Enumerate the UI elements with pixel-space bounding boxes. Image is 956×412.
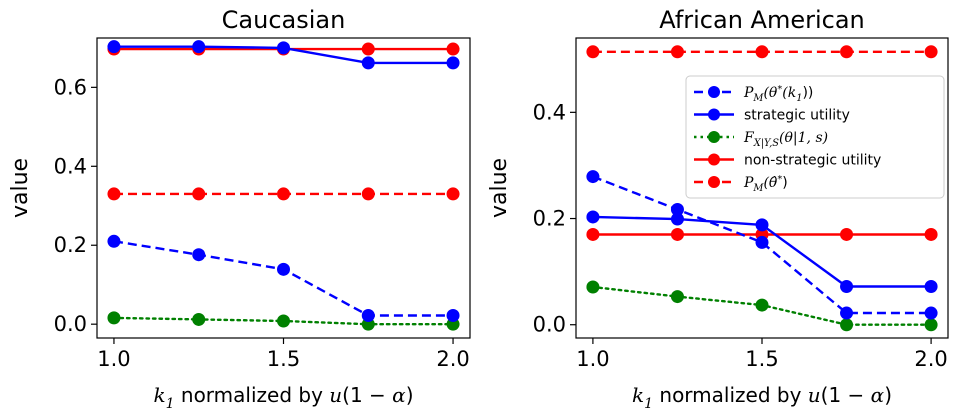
- y-tick-label: 0.4: [54, 154, 87, 178]
- x-axis-label: k1​ normalized by u(1 − α): [632, 383, 892, 412]
- data-point-pm_theta_k1: [277, 262, 290, 276]
- data-point-non_strategic_utility: [670, 227, 684, 241]
- data-point-f_cdf: [670, 290, 684, 304]
- legend-label-non_strategic_utility: non-strategic utility: [744, 153, 881, 169]
- chart-panel-0: Caucasian 1.0 1.5 2.0 0.0 0.2 0.4 0.6 value k1​ n…: [8, 6, 471, 412]
- data-point-pm_theta_k1: [446, 309, 460, 322]
- legend-label-pm_theta_hat: PM​(θ̂*): [743, 174, 788, 194]
- data-point-f_cdf: [192, 312, 206, 326]
- data-point-strategic_utility: [446, 56, 460, 70]
- data-point-non_strategic_utility: [924, 227, 938, 241]
- data-point-pm_theta_hat: [755, 45, 769, 59]
- data-point-strategic_utility: [586, 210, 600, 224]
- data-point-pm_theta_hat: [107, 187, 121, 201]
- data-point-pm_theta_hat: [277, 187, 290, 201]
- chart-panel-1: African American 1.0 1.5 2.0 0.0 0.2 0.4 value k…: [487, 6, 949, 412]
- y-tick-label: 0.0: [54, 312, 87, 336]
- data-point-pm_theta_hat: [192, 187, 206, 201]
- data-point-strategic_utility: [361, 56, 375, 70]
- data-point-pm_theta_k1: [670, 203, 684, 217]
- y-tick-label: 0.0: [533, 313, 566, 337]
- data-point-f_cdf: [755, 298, 769, 312]
- y-tick-label: 0.2: [54, 233, 87, 257]
- data-point-pm_theta_k1: [755, 235, 769, 249]
- y-tick-label: 0.2: [533, 207, 566, 231]
- data-point-strategic_utility: [840, 279, 854, 293]
- data-point-pm_theta_hat: [446, 187, 460, 201]
- legend: PM​(θ*(k1​)) strategic utility FX|Y,S​(θ|1…: [685, 75, 945, 199]
- legend-label-strategic_utility: strategic utility: [744, 108, 850, 124]
- data-point-strategic_utility: [192, 40, 206, 54]
- x-tick-label: 1.0: [97, 347, 130, 371]
- data-point-non_strategic_utility: [361, 42, 375, 56]
- y-tick-label: 0.4: [533, 100, 566, 124]
- plot-frame: [575, 37, 949, 339]
- x-tick-label: 1.0: [576, 347, 609, 371]
- data-point-pm_theta_k1: [924, 306, 938, 320]
- legend-swatch-marker: [708, 131, 720, 143]
- data-point-pm_theta_hat: [840, 45, 854, 59]
- data-point-pm_theta_k1: [840, 306, 854, 320]
- data-point-pm_theta_k1: [107, 234, 121, 248]
- data-point-f_cdf: [586, 280, 600, 294]
- data-point-f_cdf: [277, 314, 290, 328]
- data-point-pm_theta_k1: [361, 309, 375, 322]
- data-point-pm_theta_hat: [670, 45, 684, 59]
- series-line-pm_theta_k1: [113, 240, 453, 317]
- data-point-f_cdf: [840, 318, 854, 332]
- data-point-strategic_utility: [277, 41, 290, 55]
- data-point-non_strategic_utility: [446, 42, 460, 56]
- data-point-non_strategic_utility: [586, 227, 600, 241]
- data-point-pm_theta_hat: [924, 45, 938, 59]
- y-axis-label: value: [487, 158, 512, 218]
- data-point-f_cdf: [107, 311, 121, 325]
- x-tick-label: 1.5: [267, 347, 300, 371]
- legend-label-f_cdf: FX|Y,S​(θ|1, s): [743, 130, 828, 149]
- chart-title: Caucasian: [222, 6, 346, 34]
- legend-swatch-marker: [708, 176, 720, 188]
- data-point-pm_theta_k1: [586, 170, 600, 184]
- data-point-strategic_utility: [755, 218, 769, 232]
- chart-title: African American: [659, 6, 865, 34]
- y-axis-label: value: [8, 158, 33, 218]
- data-point-strategic_utility: [924, 279, 938, 293]
- data-point-f_cdf: [924, 318, 938, 332]
- x-axis-label: k1​ normalized by u(1 − α): [153, 383, 413, 412]
- legend-label-pm_theta_k1: PM​(θ*(k1​)): [743, 84, 813, 104]
- x-tick-label: 2.0: [914, 347, 947, 371]
- legend-swatch-marker: [708, 153, 720, 166]
- y-tick-label: 0.6: [54, 75, 87, 99]
- legend-swatch-marker: [708, 108, 720, 121]
- x-tick-label: 1.5: [745, 347, 778, 371]
- data-point-non_strategic_utility: [840, 227, 854, 241]
- data-point-pm_theta_k1: [192, 248, 206, 262]
- legend-box: [685, 75, 945, 199]
- x-tick-label: 2.0: [436, 347, 469, 371]
- series-line-pm_theta_k1: [592, 175, 932, 315]
- data-point-strategic_utility: [670, 212, 684, 226]
- data-point-pm_theta_hat: [586, 45, 600, 59]
- data-point-pm_theta_hat: [361, 187, 375, 201]
- data-point-strategic_utility: [107, 40, 121, 54]
- legend-swatch-marker: [708, 86, 720, 98]
- plot-frame: [96, 37, 471, 339]
